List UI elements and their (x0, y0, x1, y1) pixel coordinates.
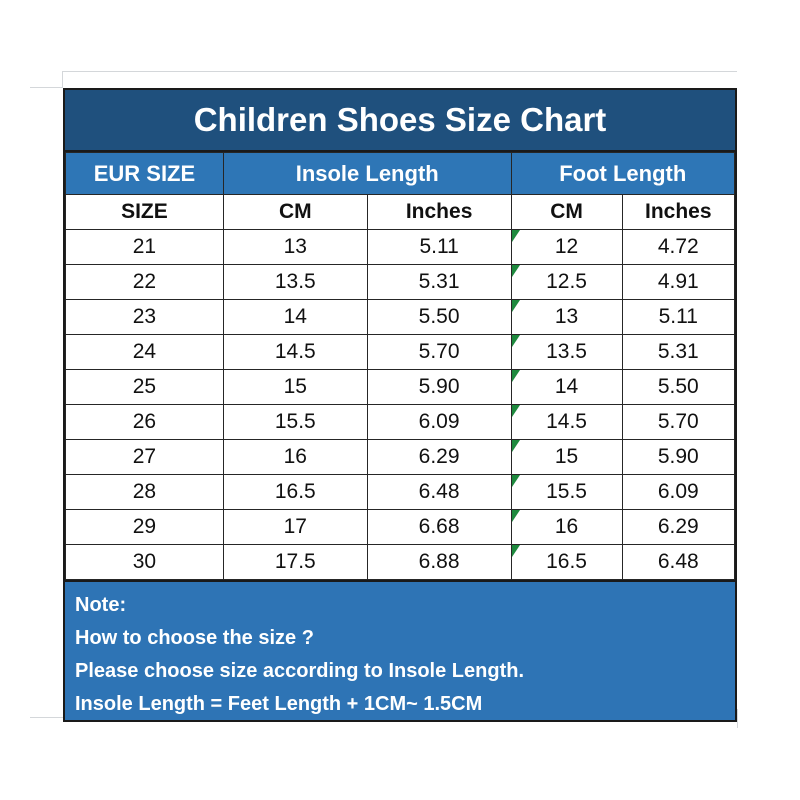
foot-inches-cell: 4.72 (621, 229, 736, 265)
insole-inches-cell: 6.09 (366, 404, 512, 440)
table-row: 22 13.5 5.31 12.5 4.91 (65, 264, 736, 300)
foot-inches-cell: 6.48 (621, 544, 736, 580)
insole-inches-cell: 5.11 (366, 229, 512, 265)
foot-cm-cell: 12.5 (510, 264, 623, 300)
gridline-artifact-top-left-horizontal (30, 87, 63, 88)
insole-inches-cell: 5.31 (366, 264, 512, 300)
col-header-foot-inches: Inches (621, 194, 736, 230)
foot-cm-cell: 16.5 (510, 544, 623, 580)
size-cell: 22 (65, 264, 224, 300)
size-table-body: 21 13 5.11 12 4.72 22 13.5 5.31 12.5 4.9… (65, 229, 736, 580)
insole-cm-cell: 13 (222, 229, 368, 265)
insole-inches-cell: 5.50 (366, 299, 512, 335)
table-row: 27 16 6.29 15 5.90 (65, 439, 736, 475)
size-chart: Children Shoes Size Chart EUR SIZE Insol… (63, 88, 737, 722)
insole-inches-cell: 5.90 (366, 369, 512, 405)
excel-error-triangle-icon (511, 475, 520, 487)
size-cell: 21 (65, 229, 224, 265)
insole-cm-cell: 14.5 (222, 334, 368, 370)
excel-error-triangle-icon (511, 440, 520, 452)
size-cell: 29 (65, 509, 224, 545)
foot-inches-cell: 5.11 (621, 299, 736, 335)
insole-cm-cell: 16 (222, 439, 368, 475)
size-cell: 24 (65, 334, 224, 370)
foot-cm-cell: 13.5 (510, 334, 623, 370)
excel-error-triangle-icon (511, 265, 520, 277)
table-row: 26 15.5 6.09 14.5 5.70 (65, 404, 736, 440)
note-section: Note: How to choose the size ? Please ch… (65, 580, 735, 720)
excel-error-triangle-icon (511, 545, 520, 557)
table-row: 25 15 5.90 14 5.50 (65, 369, 736, 405)
col-header-insole-inches: Inches (366, 194, 512, 230)
foot-cm-cell: 14.5 (510, 404, 623, 440)
foot-cm-cell: 15 (510, 439, 623, 475)
foot-cm-cell: 15.5 (510, 474, 623, 510)
gridline-artifact-top (62, 71, 737, 72)
size-cell: 26 (65, 404, 224, 440)
note-line-advice: Please choose size according to Insole L… (75, 660, 525, 682)
excel-error-triangle-icon (511, 510, 520, 522)
insole-cm-cell: 14 (222, 299, 368, 335)
insole-cm-cell: 13.5 (222, 264, 368, 300)
foot-cm-cell: 12 (510, 229, 623, 265)
foot-inches-cell: 5.90 (621, 439, 736, 475)
insole-inches-cell: 5.70 (366, 334, 512, 370)
table-sub-header-row: SIZE CM Inches CM Inches (65, 194, 736, 230)
insole-inches-cell: 6.29 (366, 439, 512, 475)
group-header-insole-length: Insole Length (222, 152, 512, 195)
chart-title: Children Shoes Size Chart (65, 90, 735, 152)
table-row: 29 17 6.68 16 6.29 (65, 509, 736, 545)
foot-inches-cell: 5.31 (621, 334, 736, 370)
foot-cm-cell: 16 (510, 509, 623, 545)
size-cell: 28 (65, 474, 224, 510)
foot-inches-cell: 6.29 (621, 509, 736, 545)
insole-cm-cell: 15.5 (222, 404, 368, 440)
excel-error-triangle-icon (511, 405, 520, 417)
foot-cm-cell: 13 (510, 299, 623, 335)
note-line-question: How to choose the size ? (75, 627, 314, 649)
table-group-header-row: EUR SIZE Insole Length Foot Length (65, 152, 736, 195)
size-cell: 23 (65, 299, 224, 335)
foot-inches-cell: 4.91 (621, 264, 736, 300)
insole-cm-cell: 16.5 (222, 474, 368, 510)
size-cell: 25 (65, 369, 224, 405)
insole-cm-cell: 17 (222, 509, 368, 545)
col-header-insole-cm: CM (222, 194, 368, 230)
foot-cm-cell: 14 (510, 369, 623, 405)
insole-inches-cell: 6.88 (366, 544, 512, 580)
gridline-artifact-top-left-vertical (62, 71, 63, 88)
foot-inches-cell: 6.09 (621, 474, 736, 510)
group-header-foot-length: Foot Length (510, 152, 736, 195)
foot-inches-cell: 5.50 (621, 369, 736, 405)
excel-error-triangle-icon (511, 335, 520, 347)
table-row: 30 17.5 6.88 16.5 6.48 (65, 544, 736, 580)
gridline-artifact-bottom-right-vertical (737, 709, 738, 728)
size-cell: 27 (65, 439, 224, 475)
insole-inches-cell: 6.68 (366, 509, 512, 545)
foot-inches-cell: 5.70 (621, 404, 736, 440)
col-header-foot-cm: CM (510, 194, 623, 230)
table-row: 21 13 5.11 12 4.72 (65, 229, 736, 265)
table-row: 23 14 5.50 13 5.11 (65, 299, 736, 335)
insole-cm-cell: 15 (222, 369, 368, 405)
size-cell: 30 (65, 544, 224, 580)
group-header-eur-size: EUR SIZE (65, 152, 224, 195)
gridline-artifact-bottom-left-horizontal (30, 717, 63, 718)
note-line-formula: Insole Length = Feet Length + 1CM~ 1.5CM (75, 693, 483, 715)
col-header-size: SIZE (65, 194, 224, 230)
table-row: 24 14.5 5.70 13.5 5.31 (65, 334, 736, 370)
insole-cm-cell: 17.5 (222, 544, 368, 580)
excel-error-triangle-icon (511, 230, 520, 242)
excel-error-triangle-icon (511, 370, 520, 382)
size-table: EUR SIZE Insole Length Foot Length SIZE … (65, 152, 736, 580)
table-row: 28 16.5 6.48 15.5 6.09 (65, 474, 736, 510)
insole-inches-cell: 6.48 (366, 474, 512, 510)
excel-error-triangle-icon (511, 300, 520, 312)
note-line-label: Note: (75, 594, 127, 616)
